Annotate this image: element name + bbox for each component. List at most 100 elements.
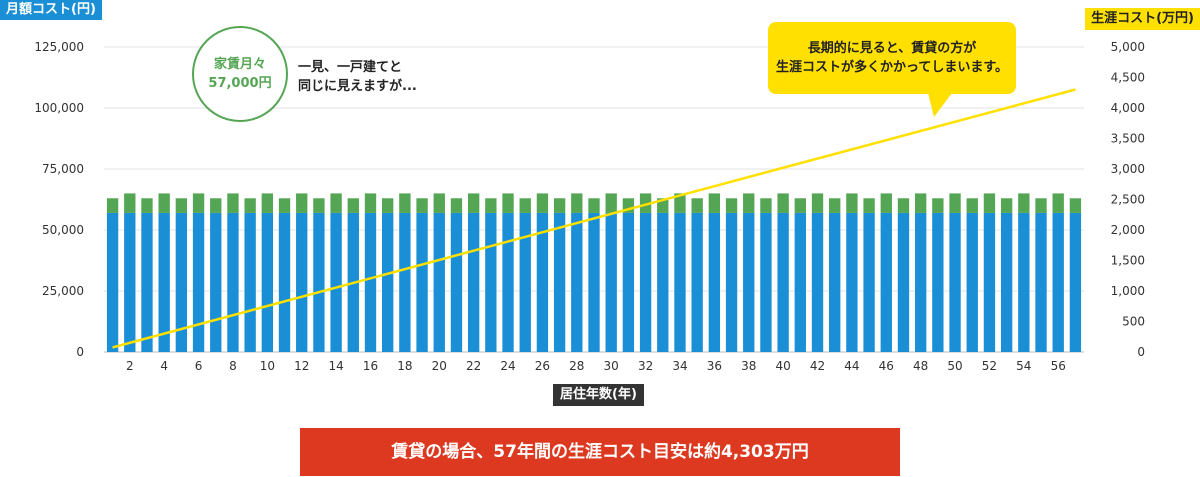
bar-rent	[399, 212, 411, 352]
bar-extra	[571, 193, 583, 213]
right-tick-label: 2,000	[1111, 223, 1145, 237]
x-tick-label: 24	[500, 359, 515, 373]
x-tick-label: 16	[363, 359, 378, 373]
bar-rent	[485, 212, 497, 352]
bar-rent	[192, 212, 205, 352]
bar-rent	[571, 212, 583, 352]
bar-extra	[691, 198, 703, 213]
x-tick-label: 34	[672, 359, 687, 373]
bar-rent	[553, 212, 566, 352]
bar-rent	[932, 212, 944, 352]
bar-rent	[605, 212, 617, 352]
bar-extra	[536, 193, 549, 213]
bar-rent	[467, 212, 480, 352]
rent-bubble-amount: 57,000円	[208, 76, 272, 91]
bar-extra	[313, 198, 325, 213]
x-tick-label: 38	[741, 359, 756, 373]
x-tick-label: 28	[569, 359, 584, 373]
bar-rent	[1052, 212, 1064, 352]
comparison-note: 一見、一戸建てと 同じに見えますが...	[298, 58, 417, 96]
bar-rent	[863, 212, 875, 352]
x-tick-label: 50	[947, 359, 962, 373]
bar-rent	[983, 212, 996, 352]
bar-extra	[983, 193, 996, 213]
bar-extra	[846, 193, 858, 213]
bar-rent	[227, 212, 239, 352]
bar-extra	[467, 193, 480, 213]
x-tick-label: 8	[229, 359, 237, 373]
bar-extra	[106, 198, 119, 213]
x-tick-label: 22	[466, 359, 481, 373]
bar-rent	[433, 212, 445, 352]
left-tick-label: 50,000	[42, 223, 84, 237]
bar-extra	[124, 193, 136, 213]
bar-extra	[192, 193, 205, 213]
bar-rent	[1069, 212, 1082, 352]
bar-extra	[708, 193, 721, 213]
bar-rent	[691, 212, 703, 352]
right-tick-label: 500	[1122, 315, 1145, 329]
bar-extra	[158, 193, 170, 213]
x-tick-label: 14	[328, 359, 343, 373]
bar-rent	[622, 212, 635, 352]
x-tick-label: 36	[707, 359, 722, 373]
bar-rent	[158, 212, 170, 352]
x-tick-label: 46	[879, 359, 894, 373]
lifetime-cost-line	[112, 88, 1076, 349]
bar-extra	[880, 193, 892, 213]
bar-rent	[124, 212, 136, 352]
right-tick-label: 2,500	[1111, 193, 1145, 207]
bar-extra	[949, 193, 961, 213]
x-tick-label: 2	[126, 359, 134, 373]
bar-rent	[261, 212, 274, 352]
bar-extra	[175, 198, 188, 213]
bar-rent	[416, 212, 428, 352]
bar-rent	[296, 212, 308, 352]
bar-extra	[966, 198, 978, 213]
bar-extra	[330, 193, 342, 213]
bar-extra	[897, 198, 910, 213]
bar-extra	[502, 193, 514, 213]
callout-tail	[928, 93, 952, 117]
right-tick-label: 3,500	[1111, 132, 1145, 146]
comparison-note-line-1: 一見、一戸建てと	[298, 60, 403, 75]
bar-extra	[1018, 193, 1030, 213]
bar-extra	[244, 198, 256, 213]
bar-rent	[450, 212, 463, 352]
long-term-callout: 長期的に見ると、賃貸の方が 生涯コストが多くかかってしまいます。	[768, 22, 1016, 94]
x-tick-label: 4	[160, 359, 168, 373]
x-tick-label: 56	[1051, 359, 1066, 373]
x-axis-title: 居住年数(年)	[553, 384, 644, 406]
bar-extra	[399, 193, 411, 213]
bar-rent	[829, 212, 841, 352]
bar-rent	[1018, 212, 1030, 352]
right-tick-label: 3,000	[1111, 162, 1145, 176]
bar-rent	[777, 212, 789, 352]
bar-rent	[880, 212, 892, 352]
x-tick-label: 54	[1016, 359, 1031, 373]
bar-extra	[485, 198, 497, 213]
bar-extra	[210, 198, 222, 213]
bar-extra	[261, 193, 274, 213]
bar-extra	[450, 198, 463, 213]
bar-rent	[210, 212, 222, 352]
bar-rent	[657, 212, 669, 352]
bar-extra	[674, 193, 686, 213]
bar-rent	[914, 212, 927, 352]
left-axis-title: 月額コスト(円)	[0, 0, 102, 20]
bar-series	[106, 193, 1082, 352]
left-tick-label: 100,000	[34, 101, 84, 115]
bar-extra	[382, 198, 394, 213]
bar-rent	[1035, 212, 1047, 352]
x-tick-label: 10	[260, 359, 275, 373]
left-tick-label: 125,000	[34, 40, 84, 54]
bar-extra	[639, 193, 652, 213]
bar-extra	[433, 193, 445, 213]
x-tick-label: 42	[810, 359, 825, 373]
x-tick-label: 52	[982, 359, 997, 373]
rent-bubble: 家賃月々 57,000円	[192, 26, 288, 122]
bar-rent	[811, 212, 824, 352]
bar-rent	[949, 212, 961, 352]
bar-extra	[743, 193, 755, 213]
